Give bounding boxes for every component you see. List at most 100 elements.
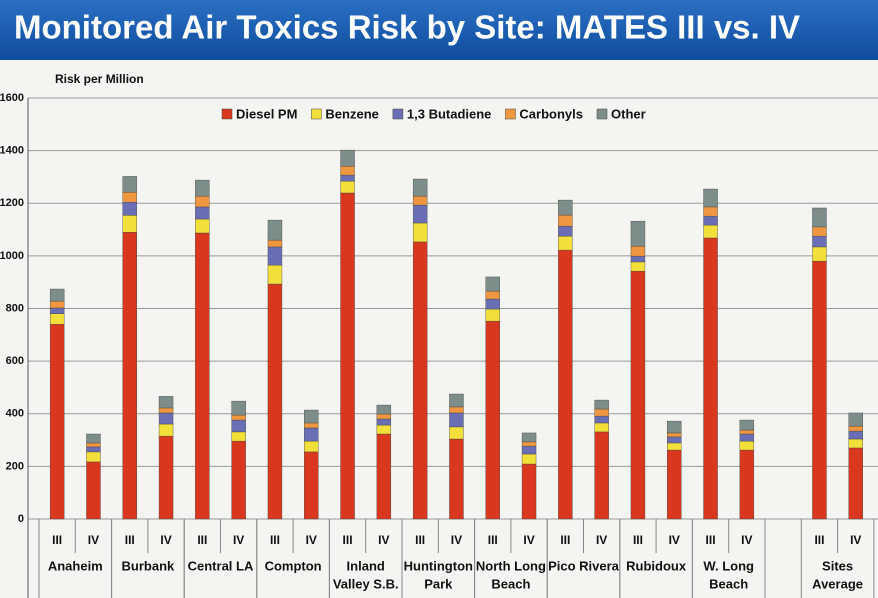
- group-label: Pico Rivera: [548, 558, 620, 573]
- bar-segment: [739, 433, 755, 442]
- group-label: Inland: [347, 558, 385, 573]
- bar-segment: [485, 308, 500, 322]
- bar-segment: [412, 241, 428, 520]
- bar-segment: [86, 461, 101, 520]
- legend-swatch: [505, 108, 516, 120]
- x-tick-label: IV: [88, 533, 99, 547]
- bar-segment: [231, 414, 246, 421]
- bar-segment: [485, 320, 500, 520]
- group-label: Park: [424, 576, 453, 591]
- bar-segment: [848, 430, 863, 440]
- y-tick-label: 1600: [0, 92, 24, 104]
- bar-segment: [49, 288, 65, 302]
- legend-swatch: [392, 108, 404, 120]
- bar-segment: [594, 408, 609, 417]
- bar-segment: [86, 451, 101, 463]
- bar-segment: [267, 239, 283, 248]
- bar-segment: [449, 438, 464, 520]
- bar-segment: [122, 215, 137, 233]
- bar-segment: [304, 451, 319, 520]
- bar-segment: [703, 215, 718, 226]
- bar-segment: [158, 423, 174, 437]
- legend-swatch: [311, 108, 322, 120]
- bar-segment: [304, 422, 319, 429]
- bar-segment: [485, 276, 500, 292]
- legend-swatch: [221, 108, 233, 120]
- bar-segment: [231, 431, 246, 442]
- bar-segment: [630, 261, 646, 272]
- x-tick-label: IV: [523, 533, 534, 547]
- bar-segment: [521, 441, 537, 447]
- x-tick-label: III: [52, 533, 62, 547]
- group-label: Compton: [265, 558, 322, 573]
- x-tick-label: III: [270, 533, 280, 547]
- bar-segment: [739, 449, 755, 520]
- bar-segment: [304, 427, 319, 442]
- x-tick-label: III: [125, 533, 135, 547]
- bar-segment: [195, 218, 210, 234]
- group-label: Rubidoux: [626, 558, 687, 573]
- bar-segment: [558, 235, 573, 251]
- group-label: Beach: [709, 576, 748, 591]
- bar-segment: [630, 245, 646, 257]
- bar-segment: [376, 418, 392, 426]
- y-tick-label: 800: [6, 302, 24, 314]
- bar-segment: [848, 438, 863, 449]
- bar-segment: [449, 406, 464, 414]
- bar-segment: [158, 412, 174, 425]
- bar-segment: [49, 307, 65, 314]
- x-tick-label: III: [343, 533, 353, 547]
- bar-segment: [340, 180, 355, 194]
- bar-segment: [449, 426, 464, 440]
- bar-segment: [812, 207, 827, 228]
- bar-segment: [376, 404, 392, 415]
- x-tick-label: IV: [233, 533, 244, 547]
- y-tick-label: 200: [6, 460, 24, 472]
- bar-segment: [340, 149, 355, 167]
- bar-segment: [812, 235, 827, 248]
- bar-segment: [267, 246, 283, 266]
- bar-segment: [340, 174, 355, 182]
- bar-segment: [195, 232, 210, 520]
- bar-segment: [231, 419, 246, 433]
- bar-segment: [412, 195, 428, 206]
- y-tick-label: 400: [6, 408, 24, 420]
- x-tick-label: IV: [741, 533, 752, 547]
- bar-segment: [304, 440, 319, 453]
- bar-segment: [86, 446, 101, 453]
- x-tick-label: IV: [669, 533, 680, 547]
- x-tick-label: III: [197, 533, 207, 547]
- legend-label: Carbonyls: [519, 106, 583, 121]
- x-tick-label: III: [706, 533, 716, 547]
- x-tick-label: III: [488, 533, 498, 547]
- group-label: Anaheim: [48, 558, 103, 573]
- bar-segment: [195, 206, 210, 220]
- x-tick-label: IV: [596, 533, 607, 547]
- bar-segment: [122, 231, 137, 520]
- bar-segment: [49, 300, 65, 309]
- bar-segment: [812, 246, 827, 262]
- bar-segment: [739, 429, 755, 435]
- x-tick-label: IV: [306, 533, 317, 547]
- bar-segment: [412, 204, 428, 224]
- bar-segment: [158, 396, 174, 409]
- bar-segment: [594, 415, 609, 424]
- group-label: Valley S.B.: [333, 576, 399, 591]
- bar-segment: [86, 442, 101, 448]
- bar-segment: [703, 188, 718, 208]
- bar-segment: [122, 176, 137, 193]
- legend-swatch: [596, 108, 608, 120]
- bar-segment: [158, 407, 174, 414]
- group-label: Central LA: [188, 558, 254, 573]
- bar-segment: [848, 425, 863, 432]
- y-tick-label: 0: [18, 513, 24, 525]
- bar-segment: [49, 324, 65, 520]
- bar-segment: [86, 433, 101, 444]
- bar-segment: [630, 220, 646, 247]
- bar-segment: [594, 431, 609, 520]
- legend-label: Diesel PM: [236, 106, 297, 121]
- bar-segment: [703, 224, 718, 239]
- bar-segment: [812, 226, 827, 237]
- bar-segment: [449, 393, 464, 408]
